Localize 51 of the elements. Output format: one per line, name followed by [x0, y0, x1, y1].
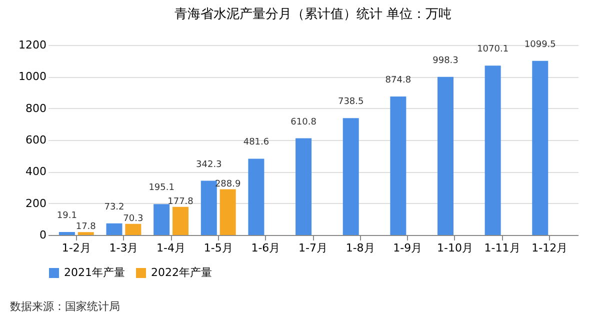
bar: [248, 158, 264, 235]
bar: [296, 138, 312, 235]
chart-title: 青海省水泥产量分月（累计值）统计 单位：万吨: [174, 7, 452, 22]
x-tick-label: 1-4月: [156, 242, 186, 254]
bar: [58, 232, 75, 235]
x-tick-label: 1-10月: [436, 242, 473, 254]
y-tick-label: 0: [40, 228, 46, 242]
data-label: 610.8: [290, 117, 317, 128]
x-tick-label: 1-5月: [204, 242, 233, 254]
x-tick-label: 1-3月: [109, 242, 138, 254]
data-label: 195.1: [148, 183, 174, 194]
bar: [532, 60, 548, 235]
y-tick-label: 1000: [18, 70, 46, 84]
bar: [125, 224, 142, 235]
y-tick-label: 600: [26, 134, 46, 146]
source-note: 数据来源：国家统计局: [10, 300, 120, 313]
data-label: 73.2: [104, 202, 124, 212]
data-label: 1099.5: [524, 40, 556, 50]
x-tick-label: 1-8月: [346, 242, 375, 254]
legend-label: 2022年产量: [151, 266, 212, 279]
y-tick-label: 200: [26, 196, 46, 210]
y-tick-label: 1200: [18, 38, 46, 52]
bar: [78, 232, 94, 235]
bar: [172, 206, 188, 235]
data-label: 177.8: [168, 196, 194, 207]
bar: [220, 189, 236, 235]
bar: [106, 223, 122, 235]
data-label: 738.5: [338, 97, 364, 108]
bar: [484, 66, 501, 235]
x-tick-label: 1-12月: [532, 242, 568, 254]
x-tick-label: 1-2月: [62, 242, 91, 254]
data-label: 19.1: [56, 210, 77, 221]
bar: [390, 96, 406, 235]
y-tick-label: 800: [26, 102, 46, 115]
x-tick-label: 1-7月: [298, 242, 328, 254]
data-label: 1070.1: [477, 44, 509, 55]
bar: [342, 118, 359, 235]
data-label: 342.3: [196, 160, 222, 170]
data-label: 481.6: [243, 138, 270, 148]
y-tick-label: 400: [26, 165, 46, 178]
x-tick-label: 1-6月: [251, 242, 280, 254]
bar: [438, 76, 454, 235]
data-label: 70.3: [123, 214, 144, 224]
data-label: 998.3: [432, 56, 458, 66]
data-label: 874.8: [385, 75, 412, 86]
data-label: 17.8: [76, 222, 96, 232]
x-tick-label: 1-11月: [484, 242, 520, 254]
legend-label: 2021年产量: [64, 266, 125, 279]
bar: [154, 204, 170, 235]
x-tick-label: 1-9月: [393, 242, 422, 254]
bar: [200, 180, 217, 235]
